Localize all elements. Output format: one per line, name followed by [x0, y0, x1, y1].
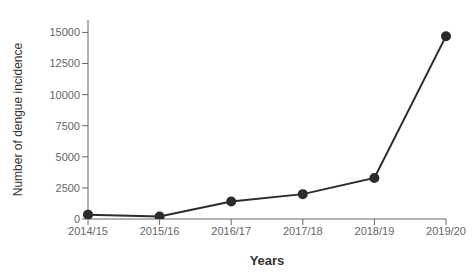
svg-text:2014/15: 2014/15 [68, 225, 108, 237]
svg-text:2017/18: 2017/18 [283, 225, 323, 237]
svg-text:2019/20: 2019/20 [426, 225, 466, 237]
svg-text:10000: 10000 [49, 89, 80, 101]
svg-text:Number of dengue incidence: Number of dengue incidence [11, 42, 25, 196]
svg-text:5000: 5000 [56, 151, 80, 163]
svg-text:0: 0 [74, 213, 80, 225]
svg-text:12500: 12500 [49, 57, 80, 69]
svg-text:2018/19: 2018/19 [355, 225, 395, 237]
svg-text:2500: 2500 [56, 182, 80, 194]
svg-text:Years: Years [250, 253, 285, 268]
svg-text:2016/17: 2016/17 [211, 225, 251, 237]
svg-text:2015/16: 2015/16 [140, 225, 180, 237]
svg-text:15000: 15000 [49, 26, 80, 38]
svg-text:7500: 7500 [56, 120, 80, 132]
